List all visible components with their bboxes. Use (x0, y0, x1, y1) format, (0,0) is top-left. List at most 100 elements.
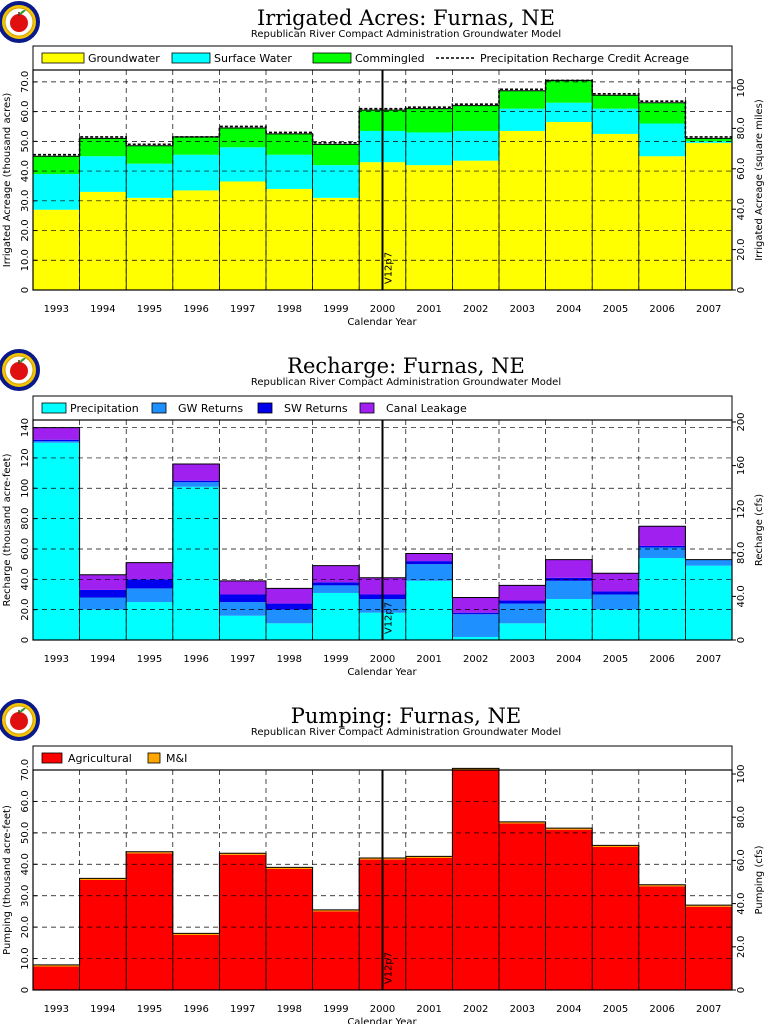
bar-segment (79, 609, 127, 640)
bar-segment (33, 209, 80, 290)
y-tick-label: 60.0 (20, 100, 31, 122)
x-tick-label: 2003 (510, 654, 535, 665)
bar-segment (312, 197, 360, 290)
bar-segment (312, 585, 360, 593)
model-version-label: V12p7 (384, 602, 395, 634)
y-tick-label-right: 160 (736, 456, 747, 475)
bar-segment (312, 165, 360, 198)
y-tick-label: 70.0 (20, 759, 31, 781)
legend-label: Commingled (355, 52, 425, 65)
bar-segment (126, 163, 173, 198)
y-tick-label-right: 20.0 (736, 936, 747, 958)
bar-segment (685, 906, 732, 990)
legend-swatch (151, 402, 167, 414)
y-tick-label: 0 (20, 987, 31, 993)
x-tick-label: 2004 (556, 304, 581, 315)
bar-segment (33, 441, 80, 443)
y-axis-label-right: Pumping (cfs) (754, 845, 765, 914)
bar-segment (452, 130, 499, 161)
y-tick-label: 50.0 (20, 822, 31, 844)
bar-segment (685, 142, 732, 290)
bar-segment (33, 174, 80, 210)
legend-label: M&I (166, 752, 187, 765)
x-tick-label: 1993 (44, 304, 69, 315)
bar-segment (172, 935, 220, 990)
legend-swatch (312, 52, 352, 64)
y-tick-label: 60.0 (20, 790, 31, 812)
x-tick-label: 1998 (277, 1004, 302, 1015)
y-tick-label: 70.0 (20, 71, 31, 93)
bar-segment (592, 133, 639, 290)
x-tick-label: 2002 (463, 654, 488, 665)
legend-swatch (147, 752, 161, 764)
x-tick-label: 1996 (183, 1004, 208, 1015)
logo-apple (10, 362, 28, 380)
chart-subtitle: Republican River Compact Administration … (251, 377, 561, 388)
bar-segment (405, 108, 453, 133)
y-tick-label-right: 20.0 (736, 238, 747, 260)
x-tick-label: 1997 (230, 654, 255, 665)
bar-segment (33, 156, 80, 175)
bar-segment (266, 588, 313, 604)
x-tick-label: 2002 (463, 1004, 488, 1015)
bar-segment (592, 847, 639, 990)
y-tick-label-right: 60.0 (736, 158, 747, 180)
bar-segment (405, 132, 453, 166)
bar-segment (452, 105, 499, 131)
x-tick-label: 2000 (370, 304, 395, 315)
bar-segment (685, 141, 732, 143)
bar-segment (592, 108, 639, 134)
legend-swatch (359, 402, 375, 414)
bar-segment (172, 154, 220, 191)
bar-segment (79, 191, 127, 290)
bar-segment (592, 594, 639, 610)
x-tick-label: 1993 (44, 654, 69, 665)
bar-segment (405, 564, 453, 581)
bar-segment (312, 911, 360, 990)
y-axis-label: Irrigated Acreage (thousand acres) (2, 93, 13, 268)
legend-swatch (171, 52, 211, 64)
bar-segment (79, 878, 127, 880)
y-tick-label-right: 0 (736, 987, 747, 993)
bar-segment (592, 573, 639, 592)
legend-swatch (41, 52, 85, 64)
bar-segment (219, 602, 266, 616)
bar-segment (126, 602, 173, 640)
bar-segment (219, 615, 266, 640)
bar-segment (405, 553, 453, 562)
legend-box (32, 395, 733, 421)
x-tick-label: 2000 (370, 1004, 395, 1015)
bar-segment (405, 165, 453, 290)
legend-label: Precipitation (70, 402, 139, 415)
legend-label: Precipitation Recharge Credit Acreage (480, 52, 689, 65)
bar-segment (172, 482, 220, 487)
y-tick-label-right: 60.0 (736, 849, 747, 871)
y-tick-label: 40.0 (20, 160, 31, 182)
bar-segment (638, 102, 686, 124)
x-tick-label: 1995 (137, 304, 162, 315)
x-tick-label: 1994 (90, 654, 115, 665)
legend-label: SW Returns (284, 402, 348, 415)
x-tick-label: 1994 (90, 304, 115, 315)
bar-segment (638, 547, 686, 559)
legend-swatch (257, 402, 273, 414)
bar-segment (79, 156, 127, 192)
y-tick-label: 10.0 (20, 947, 31, 969)
x-tick-label: 1999 (323, 304, 348, 315)
bar-segment (266, 154, 313, 189)
y-axis-label-right: Recharge (cfs) (754, 494, 765, 566)
x-tick-label: 1998 (277, 304, 302, 315)
y-tick-label-right: 80.0 (736, 806, 747, 828)
bar-segment (33, 427, 80, 440)
y-tick-label-right: 40.0 (736, 585, 747, 607)
x-tick-label: 2007 (696, 304, 721, 315)
bar-segment (452, 612, 499, 615)
y-tick-label-right: 120 (736, 500, 747, 519)
bar-segment (405, 561, 453, 565)
x-tick-label: 2001 (416, 1004, 441, 1015)
bar-segment (545, 828, 593, 830)
bar-segment (545, 829, 593, 990)
bar-segment (452, 768, 499, 770)
bar-segment (219, 854, 266, 990)
